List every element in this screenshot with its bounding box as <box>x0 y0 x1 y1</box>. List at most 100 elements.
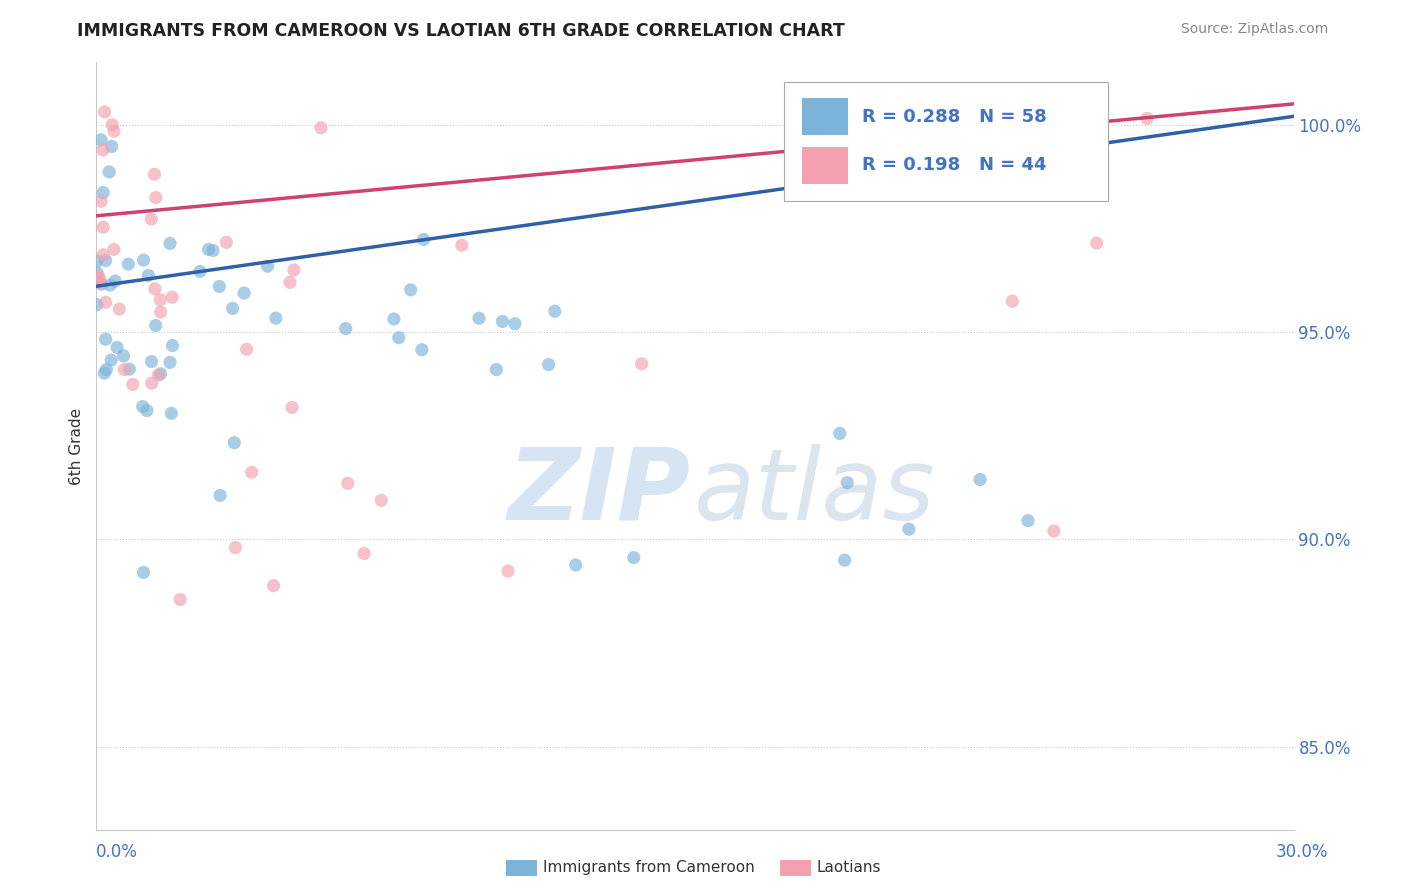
Point <box>98 165 121 179</box>
Point <box>143 167 166 181</box>
Point <box>112 362 135 376</box>
Point <box>86 254 108 268</box>
Point <box>143 282 166 296</box>
Point <box>138 268 160 283</box>
Point <box>485 362 508 376</box>
Point <box>132 253 155 268</box>
Text: 0.0%: 0.0% <box>96 843 138 861</box>
Point <box>169 592 191 607</box>
Point <box>100 139 122 153</box>
Point <box>160 406 183 420</box>
Point <box>91 143 114 157</box>
Point <box>630 357 652 371</box>
Point <box>91 248 114 262</box>
Point <box>503 317 526 331</box>
Point <box>496 564 519 578</box>
Point <box>969 473 991 487</box>
Point <box>132 566 155 580</box>
Point <box>91 186 114 200</box>
Point <box>89 277 111 291</box>
Point <box>281 401 304 415</box>
Point <box>159 236 181 251</box>
Point <box>89 271 111 285</box>
Point <box>382 312 405 326</box>
Point <box>491 314 513 328</box>
Point <box>215 235 238 250</box>
Point <box>335 321 357 335</box>
Point <box>101 118 124 132</box>
Point <box>1001 294 1024 309</box>
Point <box>370 493 392 508</box>
Point <box>149 293 172 307</box>
Point <box>145 318 167 333</box>
Point <box>848 164 870 178</box>
Point <box>240 465 263 479</box>
Point <box>93 104 115 119</box>
Point <box>283 263 305 277</box>
Point <box>86 266 108 280</box>
Point <box>623 550 645 565</box>
FancyBboxPatch shape <box>785 81 1108 201</box>
Point <box>233 286 256 301</box>
Text: R = 0.198   N = 44: R = 0.198 N = 44 <box>862 156 1047 174</box>
Point <box>162 290 184 304</box>
Point <box>118 362 141 376</box>
Point <box>100 353 122 368</box>
Point <box>94 253 117 268</box>
Point <box>264 311 287 326</box>
Point <box>197 243 219 257</box>
Point <box>135 403 157 417</box>
Point <box>90 133 112 147</box>
Point <box>450 238 472 252</box>
Point <box>388 331 411 345</box>
Point <box>837 475 859 490</box>
Point <box>309 120 332 135</box>
Point <box>411 343 433 357</box>
Point <box>208 279 231 293</box>
Point <box>353 547 375 561</box>
Point <box>112 349 135 363</box>
Text: IMMIGRANTS FROM CAMEROON VS LAOTIAN 6TH GRADE CORRELATION CHART: IMMIGRANTS FROM CAMEROON VS LAOTIAN 6TH … <box>77 22 845 40</box>
Point <box>224 435 246 450</box>
Point <box>93 366 115 380</box>
Point <box>224 541 246 555</box>
Point <box>159 355 181 369</box>
Y-axis label: 6th Grade: 6th Grade <box>69 408 84 484</box>
Point <box>828 426 851 441</box>
Point <box>121 377 143 392</box>
Point <box>108 302 131 317</box>
Point <box>564 558 586 572</box>
Point <box>202 244 225 258</box>
Point <box>94 332 117 346</box>
Point <box>104 274 127 288</box>
Point <box>278 276 301 290</box>
Point <box>1136 112 1159 126</box>
Point <box>834 553 856 567</box>
Point <box>412 232 434 246</box>
Bar <box>803 147 848 184</box>
Point <box>263 579 285 593</box>
Point <box>162 338 184 352</box>
Point <box>103 124 125 138</box>
Text: 30.0%: 30.0% <box>1277 843 1329 861</box>
Point <box>399 283 422 297</box>
Point <box>141 376 163 391</box>
Point <box>98 278 121 293</box>
Point <box>1017 514 1039 528</box>
Point <box>149 367 172 381</box>
Text: atlas: atlas <box>693 443 935 541</box>
Point <box>544 304 567 318</box>
Point <box>131 400 153 414</box>
Point <box>105 340 128 354</box>
Point <box>468 311 491 326</box>
Text: R = 0.288   N = 58: R = 0.288 N = 58 <box>862 108 1047 126</box>
Point <box>86 298 108 312</box>
Point <box>87 270 110 285</box>
Point <box>103 243 125 257</box>
Point <box>94 295 117 310</box>
Point <box>90 194 112 209</box>
Point <box>209 488 232 502</box>
Point <box>336 476 359 491</box>
Text: Immigrants from Cameroon: Immigrants from Cameroon <box>543 861 755 875</box>
Text: ZIP: ZIP <box>508 443 690 541</box>
